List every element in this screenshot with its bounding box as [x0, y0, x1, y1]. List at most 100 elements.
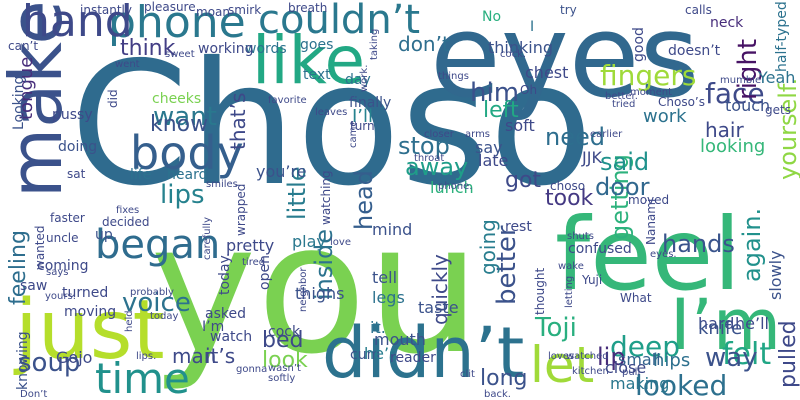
cloud-word: man: [172, 344, 217, 368]
cloud-word: shuts: [567, 231, 595, 242]
cloud-word: Looking: [11, 75, 27, 130]
cloud-word: moment: [630, 87, 673, 98]
cloud-word: pretty: [226, 236, 275, 255]
cloud-word: gonna: [236, 364, 268, 375]
cloud-word: instantly: [80, 3, 132, 17]
cloud-word: doesn’t: [668, 43, 721, 59]
cloud-word: body: [130, 126, 244, 180]
cloud-word: I’m: [202, 319, 225, 335]
cloud-word: pussy: [52, 107, 93, 123]
cloud-word: play: [292, 232, 326, 251]
cloud-word: moan: [196, 5, 230, 19]
cloud-word: I: [530, 19, 535, 35]
cloud-word: mumble: [720, 75, 762, 86]
cloud-word: fingers: [600, 59, 697, 92]
cloud-word: cheeks: [152, 91, 202, 107]
cloud-word: love: [330, 237, 351, 248]
cloud-word: say: [475, 138, 503, 157]
cloud-word: hard: [698, 314, 735, 333]
cloud-word: asked: [205, 306, 246, 322]
cloud-word: looked: [635, 369, 728, 400]
cloud-word: favorite: [268, 95, 307, 106]
cloud-word: kitchen: [572, 366, 609, 377]
cloud-word: decided: [102, 215, 150, 229]
cloud-word: deep: [610, 330, 680, 363]
cloud-word: bed: [262, 328, 304, 353]
cloud-word: JJK: [582, 148, 602, 167]
cloud-word: began: [95, 222, 221, 268]
cloud-word: reader: [390, 350, 436, 366]
cloud-word: breath: [288, 1, 328, 15]
cloud-word: arms: [465, 129, 491, 140]
cloud-word: tried: [612, 99, 636, 110]
cloud-word: wake: [558, 261, 584, 272]
cloud-word: watching: [319, 170, 333, 225]
cloud-word: watch: [210, 329, 253, 345]
cloud-word: think: [120, 36, 176, 61]
cloud-word: small: [618, 350, 661, 369]
cloud-word: faster: [50, 211, 85, 225]
cloud-word: watched: [566, 351, 609, 362]
cloud-word: slowly: [766, 250, 785, 300]
cloud-word: you’re: [256, 162, 307, 181]
cloud-word: Yuji: [582, 273, 603, 287]
cloud-word: stop: [398, 132, 450, 160]
cloud-word: try: [560, 3, 577, 17]
cloud-word: hand: [22, 0, 133, 47]
cloud-word: knife: [698, 318, 743, 339]
cloud-word: said: [600, 148, 650, 176]
cloud-word: mouth: [374, 330, 426, 349]
cloud-word: today: [150, 311, 179, 322]
cloud-word: Choso: [70, 26, 594, 224]
cloud-word: got: [505, 168, 542, 193]
cloud-word: softly: [268, 373, 296, 384]
cloud-word: mind: [372, 220, 413, 239]
cloud-word: voice: [122, 288, 191, 318]
cloud-word: eyes.: [650, 249, 677, 260]
cloud-word: tell: [372, 268, 398, 287]
cloud-word: confused: [568, 241, 632, 257]
cloud-word: yours.: [45, 291, 76, 302]
cloud-word: went: [115, 59, 140, 70]
cloud-word: couldn’t: [258, 0, 421, 43]
cloud-word: thinking: [488, 38, 554, 57]
cloud-word: words: [245, 41, 287, 57]
cloud-word: can’t: [8, 39, 39, 53]
cloud-word: going: [476, 219, 500, 275]
cloud-word: soup: [18, 348, 81, 378]
cloud-word: late: [478, 151, 509, 170]
cloud-word: let: [530, 336, 595, 394]
cloud-word: lips: [160, 180, 205, 210]
cloud-word: Oh: [520, 83, 538, 97]
cloud-word: legs: [372, 288, 405, 307]
cloud-word: saw: [20, 278, 48, 294]
cloud-word: that’s: [226, 92, 250, 150]
cloud-word: life: [130, 167, 152, 183]
cloud-word: held: [124, 310, 135, 332]
cloud-word: pleasure: [144, 0, 196, 14]
cloud-word: says: [46, 267, 69, 278]
cloud-word: cum: [350, 347, 381, 363]
cloud-word: moving: [64, 304, 117, 320]
cloud-word: know: [150, 112, 209, 137]
cloud-word: moved: [628, 193, 670, 207]
cloud-word: text: [303, 67, 331, 83]
cloud-word: face: [705, 77, 765, 110]
cloud-word: away: [405, 153, 469, 181]
cloud-word: long: [480, 366, 528, 391]
cloud-word: thighs: [295, 284, 345, 303]
cloud-word: left: [483, 98, 519, 123]
cloud-word: calls: [685, 3, 712, 17]
cloud-word: closer: [424, 129, 454, 140]
cloud-word: chest: [525, 63, 569, 82]
cloud-word: you: [150, 185, 481, 394]
cloud-word: sat: [67, 167, 86, 181]
cloud-word: probably: [130, 287, 174, 298]
cloud-word: work.: [359, 64, 370, 92]
cloud-word: again.: [738, 207, 766, 282]
cloud-word: knowing: [15, 331, 31, 390]
cloud-word: it.: [370, 318, 386, 337]
cloud-word: smiles: [206, 179, 238, 190]
cloud-word: taking: [369, 28, 380, 60]
